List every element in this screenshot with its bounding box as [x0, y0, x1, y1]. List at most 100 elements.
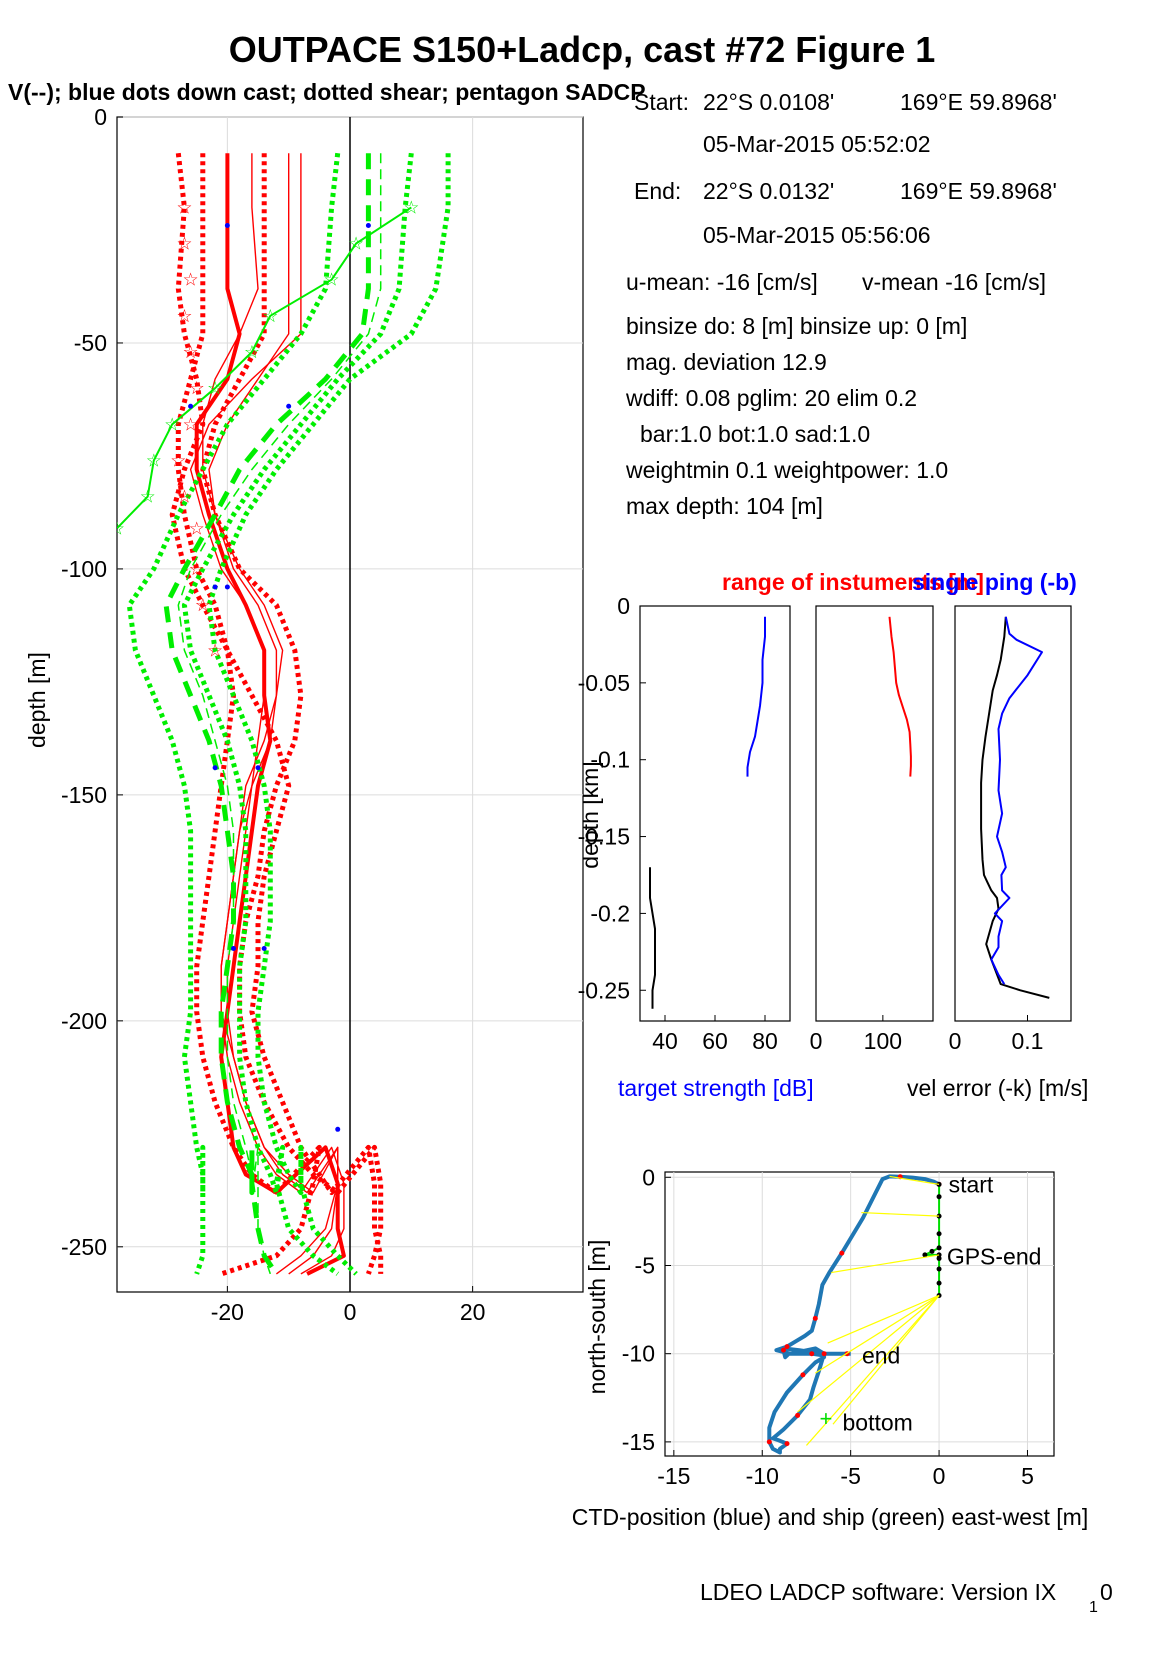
- end-position-label: end: [862, 1342, 900, 1368]
- CTD-series-line: [767, 1174, 940, 1455]
- figure-title: OUTPACE S150+Ladcp, cast #72 Figure 1: [229, 29, 936, 70]
- cast-info-block: Start: 22°S 0.0108' 169°E 59.8968' 05-Ma…: [625, 89, 1057, 519]
- ctd-point: [812, 1315, 818, 1321]
- pentagon-marker: ☆: [146, 450, 162, 470]
- start-latitude: 22°S 0.0108': [703, 89, 834, 115]
- pentagon-marker: ☆: [324, 270, 340, 290]
- y-tick-label: 0: [642, 1164, 655, 1190]
- y-tick-label: 0: [617, 593, 630, 619]
- north-south-ylabel: north-south [m]: [584, 1240, 610, 1395]
- connection-line: [889, 1175, 940, 1185]
- footer-text: LDEO LADCP software: Version IX: [700, 1579, 1056, 1605]
- y-tick-label: 0: [94, 104, 107, 130]
- pentagon-marker: ☆: [348, 234, 364, 254]
- y-tick-label: -0.15: [578, 824, 630, 850]
- footer-tail: 0: [1100, 1579, 1113, 1605]
- y-tick-label: -0.05: [578, 670, 630, 696]
- end-label: End:: [634, 178, 681, 204]
- y-tick-label: -5: [635, 1252, 655, 1278]
- ping-panel-title: single ping (-b): [912, 569, 1077, 595]
- footer-subscript: 1: [1089, 1599, 1098, 1616]
- bottom-marker: +: [819, 1406, 832, 1431]
- velocity-profile-series-line: [181, 152, 414, 1276]
- x-tick-label: -15: [657, 1463, 690, 1489]
- ctd-point: [795, 1412, 801, 1418]
- target-strength-xlabel: target strength [dB]: [618, 1075, 814, 1101]
- ctd-position-plot: -15 -10 -5 0 5 0 -5 -10 -15 start GPS-end end bottom…: [622, 1164, 1055, 1489]
- downcast-dot: [188, 403, 194, 409]
- y-tick-label: -200: [61, 1008, 107, 1034]
- series-group: [888, 616, 912, 777]
- x-tick-label: 80: [752, 1028, 778, 1054]
- velocity-profile-series-line: [206, 153, 451, 1276]
- single-ping-error-series-line: [990, 616, 1043, 985]
- downcast-dot: [286, 403, 292, 409]
- vel-error-xlabel: vel error (-k) [m/s]: [907, 1075, 1088, 1101]
- velocity-profile-series-line: [117, 206, 412, 529]
- pentagon-marker: ☆: [164, 414, 180, 434]
- ctd-point: [784, 1441, 790, 1447]
- y-tick-label: -0.2: [590, 900, 630, 926]
- ctd-point: [809, 1351, 815, 1357]
- velocity-profile-series-line: [126, 152, 341, 1275]
- connection-line: [806, 1295, 940, 1446]
- x-tick-label: 40: [652, 1028, 678, 1054]
- downcast-dot: [212, 584, 218, 590]
- star-marker: ☆: [176, 306, 192, 326]
- ship-point: [936, 1231, 942, 1237]
- series-group: [766, 1174, 942, 1455]
- downcast-dot: [212, 765, 218, 771]
- weight-info: weightmin 0.1 weightpower: 1.0: [625, 457, 948, 483]
- ship-point: [936, 1194, 942, 1200]
- max-depth: max depth: 104 [m]: [626, 493, 823, 519]
- start-time: 05-Mar-2015 05:52:02: [703, 131, 931, 157]
- connection-line: [827, 1294, 940, 1344]
- software-version-footer: LDEO LADCP software: Version IX 1 0: [700, 1579, 1113, 1616]
- star-marker: ☆: [183, 270, 199, 290]
- ctd-point: [784, 1344, 790, 1350]
- ctd-point: [821, 1351, 827, 1357]
- x-tick-label: -10: [746, 1463, 779, 1489]
- y-tick-label: -0.1: [590, 747, 630, 773]
- downcast-dot: [224, 222, 230, 228]
- x-tick-label: 5: [1021, 1463, 1034, 1489]
- ship-point: [936, 1280, 942, 1286]
- star-marker: ☆: [183, 342, 199, 362]
- velocity-profile-series-line: [177, 153, 382, 1275]
- ctd-point: [766, 1439, 772, 1445]
- x-tick-label: 100: [864, 1028, 902, 1054]
- downcast-dot: [224, 584, 230, 590]
- star-marker: ☆: [176, 234, 192, 254]
- pentagon-marker: ☆: [244, 342, 260, 362]
- downcast-dot: [255, 765, 261, 771]
- single-ping-error-frame: [954, 605, 1072, 1022]
- star-marker: ☆: [195, 595, 211, 615]
- star-marker: ☆: [189, 378, 205, 398]
- velocity-profile-series-line: [200, 153, 384, 1275]
- x-tick-label: 0: [933, 1463, 946, 1489]
- range-of-instruments-plot: 0 100: [810, 605, 934, 1054]
- pentagon-marker: ☆: [109, 518, 125, 538]
- x-tick-label: 0.1: [1012, 1028, 1044, 1054]
- star-marker: ☆: [170, 450, 186, 470]
- downcast-dot: [335, 1126, 341, 1132]
- wdiff-info: wdiff: 0.08 pglim: 20 elim 0.2: [625, 385, 917, 411]
- y-tick-label: -150: [61, 782, 107, 808]
- depth-m-ylabel: depth [m]: [24, 652, 50, 748]
- pentagon-marker: ☆: [140, 487, 156, 507]
- ctd-point: [800, 1372, 806, 1378]
- y-tick-label: -15: [622, 1429, 655, 1455]
- range-panel-title: range of instuments [m]: [722, 569, 984, 595]
- target-strength-plot: 40 60 80 0 -0.05 -0.1 -0.15 -0.2 -0.25: [578, 593, 791, 1054]
- velocity-profile-series-line: [163, 153, 371, 1276]
- y-tick-label: -0.25: [578, 977, 630, 1003]
- target-strength-series-line: [649, 867, 656, 1009]
- velocity-profile-series-line: [169, 152, 384, 1274]
- x-tick-label: 20: [460, 1299, 486, 1325]
- mag-deviation: mag. deviation 12.9: [626, 349, 827, 375]
- downcast-dot: [231, 946, 236, 952]
- figure-subtitle: V(--); blue dots down cast; dotted shear…: [8, 79, 646, 105]
- ship-point: [936, 1255, 942, 1261]
- star-marker: ☆: [207, 640, 223, 660]
- plot-layer: -20 0 200-50-100-150-200-250☆☆☆☆☆☆☆☆☆☆☆☆☆☆…: [61, 104, 1072, 1489]
